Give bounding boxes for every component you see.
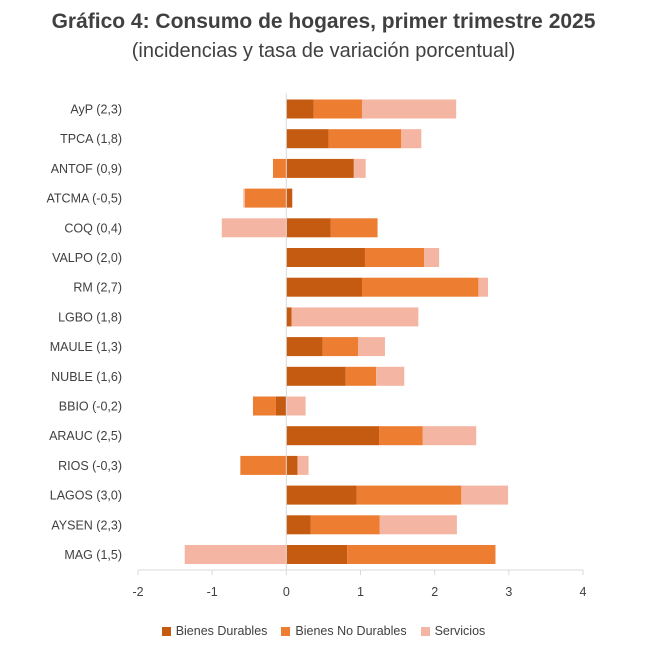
bar-bienes-durables [286, 129, 329, 149]
legend-item-servicios: Servicios [420, 624, 486, 638]
bar-bienes-durables [286, 366, 346, 386]
category-label: RM (2,7) [73, 281, 122, 295]
bar-bienes-no-durables [272, 158, 287, 178]
bar-bienes-durables [275, 396, 287, 416]
bar-bienes-no-durables [356, 485, 462, 505]
bar-servicios [361, 99, 457, 119]
legend: Bienes Durables Bienes No Durables Servi… [0, 624, 647, 638]
bar-servicios [422, 426, 477, 446]
category-label: MAULE (1,3) [50, 340, 122, 354]
bar-bienes-no-durables [345, 366, 377, 386]
legend-label: Bienes No Durables [295, 624, 407, 638]
bar-servicios [243, 188, 245, 208]
bar-bienes-no-durables [347, 545, 496, 564]
bar-servicios [478, 277, 489, 297]
bar-servicios [221, 218, 287, 238]
bar-bienes-durables [286, 307, 292, 327]
bar-bienes-no-durables [379, 426, 423, 446]
bar-bienes-no-durables [364, 248, 425, 267]
bar-bienes-no-durables [361, 277, 479, 297]
bar-bienes-durables [286, 277, 362, 297]
bar-bienes-no-durables [330, 218, 378, 238]
category-label: NUBLE (1,6) [51, 370, 122, 384]
bar-bienes-no-durables [322, 337, 359, 357]
category-label: ATCMA (-0,5) [47, 192, 122, 206]
bar-bienes-no-durables [240, 455, 287, 475]
bar-servicios [353, 158, 366, 178]
bar-bienes-durables [286, 485, 357, 505]
x-tick-label: 0 [283, 585, 290, 599]
legend-item-bienes-no-durables: Bienes No Durables [281, 624, 407, 638]
legend-swatch [281, 626, 291, 636]
category-label: LAGOS (3,0) [50, 489, 122, 503]
bar-servicios [424, 248, 440, 267]
bar-bienes-durables [286, 545, 348, 564]
category-label: ANTOF (0,9) [51, 162, 122, 176]
bar-servicios [461, 485, 509, 505]
x-tick-label: 2 [431, 585, 438, 599]
category-label: BBIO (-0,2) [59, 400, 122, 414]
x-tick-label: 1 [357, 585, 364, 599]
bar-servicios [286, 396, 306, 416]
bar-bienes-durables [286, 158, 354, 178]
bar-servicios [184, 545, 287, 564]
bar-bienes-durables [286, 426, 380, 446]
bar-bienes-no-durables [328, 129, 402, 149]
bar-servicios [376, 366, 405, 386]
category-label: MAG (1,5) [64, 548, 122, 562]
category-label: COQ (0,4) [64, 221, 122, 235]
legend-label: Bienes Durables [175, 624, 268, 638]
bar-servicios [297, 455, 309, 475]
bar-bienes-durables [286, 218, 331, 238]
chart-subtitle: (incidencias y tasa de variación porcent… [131, 40, 516, 62]
category-label: RIOS (-0,3) [58, 459, 122, 473]
legend-swatch [420, 626, 430, 636]
category-label: AyP (2,3) [70, 103, 122, 117]
category-label: VALPO (2,0) [52, 251, 122, 265]
chart-title: Gráfico 4: Consumo de hogares, primer tr… [51, 10, 596, 33]
bar-bienes-durables [286, 99, 314, 119]
x-tick-label: -2 [132, 585, 143, 599]
x-tick-label: 4 [580, 585, 587, 599]
category-label: LGBO (1,8) [58, 310, 122, 324]
bar-bienes-no-durables [313, 99, 362, 119]
bar-servicios [291, 307, 419, 327]
bar-bienes-durables [286, 188, 293, 208]
bar-bienes-no-durables [252, 396, 276, 416]
bar-servicios [379, 515, 457, 535]
bar-servicios [401, 129, 422, 149]
legend-label: Servicios [434, 624, 486, 638]
category-label: AYSEN (2,3) [51, 518, 122, 532]
legend-item-bienes-durables: Bienes Durables [161, 624, 268, 638]
category-label: ARAUC (2,5) [49, 429, 122, 443]
bar-servicios [358, 337, 385, 357]
bar-bienes-no-durables [244, 188, 287, 208]
category-label: TPCA (1,8) [60, 132, 122, 146]
bar-bienes-durables [286, 337, 323, 357]
x-tick-label: 3 [505, 585, 512, 599]
legend-swatch [161, 626, 171, 636]
bar-bienes-durables [286, 248, 365, 267]
x-tick-label: -1 [207, 585, 218, 599]
bar-bienes-no-durables [310, 515, 380, 535]
bar-bienes-durables [286, 515, 311, 535]
bar-bienes-durables [286, 455, 298, 475]
